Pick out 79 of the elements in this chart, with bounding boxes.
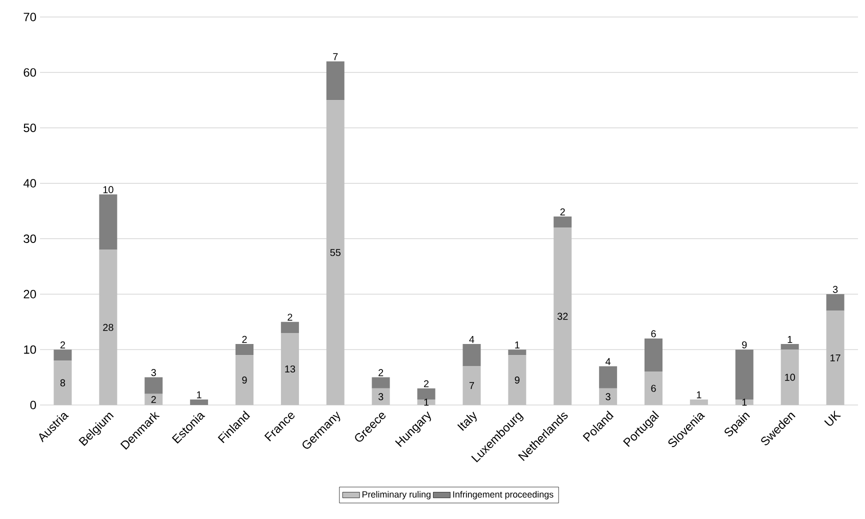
y-tick-label: 50 (24, 124, 36, 132)
bar (599, 366, 618, 388)
bar (417, 388, 436, 400)
bar (508, 350, 526, 356)
bar (644, 338, 663, 372)
data-label: 10 (103, 186, 114, 194)
bar (326, 100, 344, 405)
bar (54, 350, 72, 361)
data-label: 7 (333, 53, 338, 60)
data-label: 1 (197, 391, 202, 398)
data-label: 2 (288, 314, 292, 321)
data-label: 3 (606, 393, 610, 400)
bar (735, 399, 754, 405)
bar (780, 350, 799, 405)
bar (54, 360, 72, 405)
y-tick-label: 70 (24, 12, 36, 22)
bar (462, 366, 481, 405)
data-label: 1 (515, 342, 520, 348)
bar (554, 216, 572, 228)
data-label: 6 (651, 384, 656, 392)
data-label: 8 (60, 379, 66, 386)
bar (99, 194, 118, 250)
bar (780, 344, 799, 350)
data-label: 3 (151, 369, 156, 376)
bar (735, 350, 754, 400)
data-label: 1 (788, 336, 792, 343)
bar (280, 332, 299, 405)
data-label: 3 (832, 286, 838, 293)
data-label: 2 (560, 208, 565, 216)
y-tick-label: 10 (24, 345, 36, 354)
bar (144, 394, 163, 405)
bar (372, 388, 390, 405)
data-label: 55 (330, 249, 341, 256)
data-label: 9 (242, 376, 247, 384)
bar (417, 399, 436, 405)
x-tick-label: UK (824, 410, 842, 426)
bar (690, 399, 708, 405)
data-label: 1 (742, 398, 747, 406)
data-label: 13 (285, 365, 296, 372)
y-tick-label: 20 (24, 290, 36, 298)
bar (826, 294, 844, 311)
data-label: 17 (830, 354, 840, 362)
bar (826, 310, 844, 405)
bar (644, 372, 663, 405)
bar (280, 322, 299, 333)
bar (190, 399, 208, 405)
y-tick-label: 0 (30, 400, 36, 410)
data-label: 4 (469, 336, 474, 343)
data-label: 1 (424, 398, 429, 406)
data-label: 1 (696, 391, 702, 398)
bar (372, 377, 390, 388)
bar (326, 61, 344, 100)
data-label: 2 (242, 336, 247, 343)
data-label: 7 (469, 382, 474, 390)
bar (599, 388, 618, 405)
data-label: 2 (378, 369, 384, 376)
y-tick-label: 60 (24, 68, 36, 77)
bar (554, 228, 572, 405)
legend-label: Preliminary ruling (362, 491, 430, 500)
data-label: 28 (103, 324, 114, 331)
data-label: 2 (424, 380, 429, 388)
legend-label: Infringement proceedings (453, 491, 554, 500)
bar (508, 355, 526, 405)
bar (144, 377, 163, 394)
bar (236, 355, 254, 405)
y-tick-label: 30 (24, 234, 36, 243)
data-label: 9 (514, 376, 520, 384)
data-label: 4 (606, 358, 611, 366)
bar (462, 344, 481, 366)
bar (99, 250, 118, 405)
y-tick-label: 40 (23, 179, 36, 188)
data-label: 2 (60, 341, 65, 348)
data-label: 2 (151, 396, 156, 403)
data-label: 10 (785, 374, 795, 381)
data-label: 9 (742, 341, 747, 348)
data-label: 32 (557, 312, 568, 320)
bar (236, 344, 254, 356)
data-label: 3 (378, 393, 384, 400)
data-label: 6 (651, 330, 656, 338)
